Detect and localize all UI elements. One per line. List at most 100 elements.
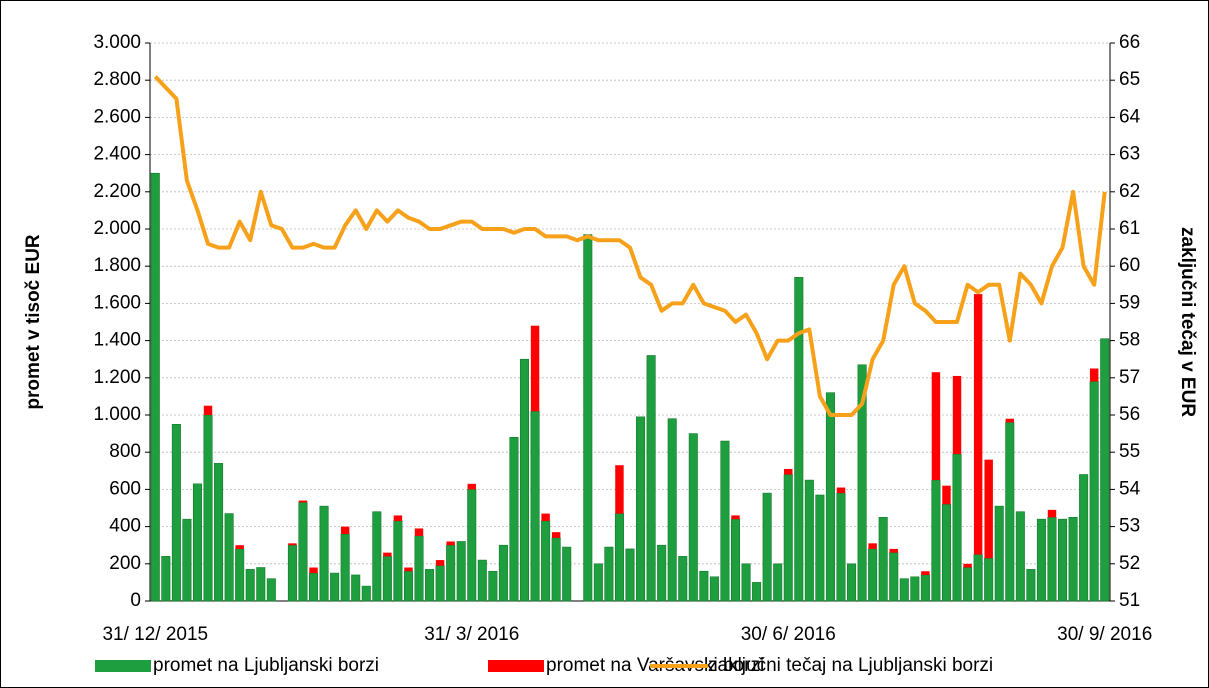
bar (551, 532, 561, 538)
bar (530, 325, 540, 412)
bar (688, 433, 698, 602)
bar (984, 557, 994, 602)
bar (214, 463, 224, 602)
bar (414, 528, 424, 536)
y2-tick-label: 55 (1119, 441, 1140, 462)
bar (984, 459, 993, 559)
bar (699, 570, 709, 602)
y2-tick-label: 54 (1119, 478, 1141, 499)
bar (509, 437, 519, 602)
y2-tick-label: 51 (1119, 590, 1140, 611)
y-tick-label: 2.400 (93, 144, 141, 165)
y-tick-label: 3.000 (93, 32, 141, 53)
y2-tick-label: 62 (1119, 181, 1140, 202)
y-tick-label: 600 (109, 478, 141, 499)
y-tick-label: 2.800 (93, 69, 141, 90)
bar (836, 487, 846, 494)
bar (1068, 516, 1078, 602)
y-axis-title: promet v tisoč EUR (23, 234, 44, 410)
bar (330, 572, 340, 602)
bar (425, 569, 435, 602)
bar (994, 505, 1004, 602)
bar (920, 574, 930, 602)
bar (921, 571, 930, 575)
bar (720, 440, 730, 602)
y2-tick-label: 61 (1119, 218, 1140, 239)
bar (741, 563, 751, 602)
y-tick-label: 2.000 (93, 218, 141, 239)
y-tick-label: 1.400 (93, 330, 141, 351)
bar (730, 518, 741, 602)
bar (361, 585, 371, 602)
bar (403, 570, 413, 602)
bar (287, 544, 297, 602)
y-tick-label: 2.600 (93, 106, 141, 127)
bar (614, 513, 624, 602)
bar (604, 546, 614, 602)
bar (931, 372, 941, 481)
bar (952, 453, 962, 602)
bar (1100, 338, 1110, 602)
bar (878, 516, 888, 602)
y2-tick-label: 60 (1119, 255, 1140, 276)
bar (203, 405, 213, 415)
bar (351, 574, 361, 602)
bar (952, 375, 962, 455)
legend-swatch (95, 660, 151, 672)
legend-swatch (488, 660, 544, 672)
bar (783, 474, 793, 602)
bar (245, 569, 255, 602)
bar (678, 556, 688, 602)
bar (488, 570, 498, 602)
y2-tick-label: 59 (1119, 292, 1140, 313)
bar (340, 533, 350, 602)
bar (625, 548, 635, 602)
bar (847, 563, 857, 602)
bar (150, 172, 160, 602)
bar (319, 505, 329, 602)
bar (931, 479, 941, 602)
bar (298, 500, 308, 503)
bar (963, 567, 973, 602)
y-tick-label: 0 (130, 590, 141, 611)
bar (825, 392, 835, 602)
y-tick-label: 1.600 (93, 292, 141, 313)
bar (593, 563, 603, 602)
bar (773, 563, 783, 602)
bar (467, 489, 477, 602)
bar (203, 414, 213, 602)
y2-axis-title: zaključni tečaj v EUR (1177, 227, 1198, 417)
bar (1047, 516, 1057, 602)
bar (857, 364, 867, 602)
y2-tick-label: 63 (1119, 144, 1140, 165)
bar (309, 567, 318, 574)
x-tick-label: 30/ 9/ 2016 (1057, 624, 1152, 645)
y2-tick-label: 56 (1119, 404, 1140, 425)
bar (794, 277, 804, 602)
bar (1026, 569, 1036, 602)
y-tick-label: 1.000 (93, 404, 141, 425)
bar (1058, 518, 1068, 602)
bar (910, 576, 920, 602)
bar (171, 423, 181, 602)
bar (899, 578, 909, 602)
bar (382, 556, 392, 602)
bar (889, 552, 899, 602)
bar (636, 416, 646, 602)
bar (192, 483, 202, 602)
bar (519, 358, 530, 602)
bar (941, 503, 952, 602)
bar (1047, 509, 1057, 518)
bar (435, 565, 445, 602)
y2-tick-label: 65 (1119, 69, 1140, 90)
bar (731, 515, 740, 520)
bar (393, 520, 403, 602)
bar (889, 548, 898, 553)
y2-tick-label: 57 (1119, 367, 1140, 388)
bar (583, 234, 593, 602)
bar (973, 554, 983, 602)
bar (456, 541, 466, 602)
bar (435, 560, 445, 566)
bar (383, 552, 392, 557)
